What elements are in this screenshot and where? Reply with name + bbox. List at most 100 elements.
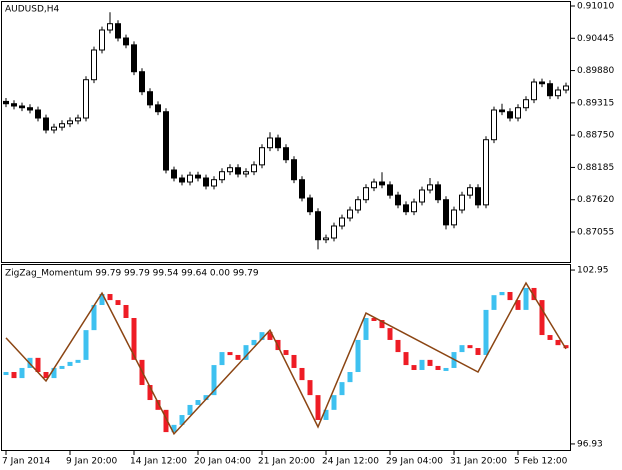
candle-body (459, 194, 465, 211)
candle-body (387, 184, 393, 196)
candle-body (259, 147, 265, 166)
momentum-bar (467, 345, 473, 349)
candle-body (507, 111, 513, 119)
candle-body (171, 169, 177, 179)
candle-body (315, 211, 321, 241)
momentum-bar (91, 304, 97, 331)
momentum-bar (347, 372, 353, 383)
candle-body (419, 189, 425, 203)
momentum-bar (227, 352, 233, 356)
candle-body (195, 174, 201, 179)
momentum-bar (419, 359, 425, 370)
momentum-bar (147, 385, 153, 401)
candle-body (3, 100, 9, 105)
momentum-bar (315, 395, 321, 420)
candle-body (371, 181, 377, 189)
candle-body (227, 167, 233, 173)
momentum-bar (379, 320, 385, 329)
price-panel-frame (1, 1, 571, 263)
candle-body (531, 81, 537, 101)
candle-body (187, 174, 193, 183)
x-tick-label: 7 Jan 2014 (2, 457, 50, 467)
y-tick-label: 0.91010 (577, 2, 614, 12)
momentum-bar (75, 359, 81, 363)
chart-title: AUDUSD,H4 (5, 5, 60, 15)
momentum-bar (43, 372, 49, 379)
momentum-bar (563, 345, 569, 349)
candle-body (299, 179, 305, 199)
momentum-bar (475, 348, 481, 355)
candle-body (27, 107, 33, 111)
momentum-bar (323, 409, 329, 420)
candle-body (59, 123, 65, 128)
momentum-bar (459, 345, 465, 353)
candle-body (243, 171, 249, 175)
y-tick-label: 96.93 (577, 439, 603, 449)
momentum-bar (371, 317, 377, 321)
momentum-bar (35, 357, 41, 373)
candle-body (67, 120, 73, 125)
candle-body (99, 29, 105, 51)
x-tick-label: 24 Jan 12:00 (322, 457, 379, 467)
candle-body (395, 194, 401, 206)
momentum-bar (395, 339, 401, 353)
y-tick-label: 0.87620 (577, 195, 614, 205)
momentum-bar (19, 367, 25, 379)
candle-body (107, 23, 113, 31)
candle-body (307, 197, 313, 213)
momentum-bar (403, 352, 409, 366)
momentum-bar (163, 409, 169, 433)
candle-body (331, 225, 337, 239)
candle-body (347, 209, 353, 219)
momentum-bar (51, 367, 57, 379)
momentum-bar (283, 350, 289, 355)
momentum-bar (243, 345, 249, 360)
x-tick-label: 14 Jan 12:00 (130, 457, 187, 467)
candle-body (275, 137, 281, 149)
candle-body (163, 111, 169, 171)
momentum-bar (387, 328, 393, 340)
candle-body (179, 177, 185, 183)
candle-body (283, 147, 289, 161)
candle-body (515, 107, 521, 119)
candle-body (467, 187, 473, 196)
momentum-bar (67, 361, 73, 366)
candle-body (219, 171, 225, 181)
candle-body (491, 109, 497, 141)
candle-body (563, 85, 569, 91)
candle-body (499, 109, 505, 113)
momentum-bar (547, 335, 553, 340)
momentum-bar (491, 295, 497, 310)
candle-body (363, 187, 369, 201)
candle-body (83, 79, 89, 119)
momentum-bar (267, 332, 273, 340)
candle-body (403, 204, 409, 213)
indicator-title: ZigZag_Momentum 99.79 99.79 99.54 99.64 … (5, 269, 259, 279)
momentum-bar (355, 339, 361, 373)
momentum-bar (219, 352, 225, 366)
candle-body (139, 71, 145, 93)
momentum-bar (483, 309, 489, 355)
y-tick-label: 0.90445 (577, 34, 614, 44)
candle-body (379, 181, 385, 186)
y-tick-label: 0.88185 (577, 163, 614, 173)
momentum-bar (539, 300, 545, 336)
x-tick-label: 20 Jan 04:00 (194, 457, 251, 467)
momentum-bar (507, 291, 513, 301)
candle-body (19, 105, 25, 109)
momentum-bar (171, 424, 177, 433)
candle-body (75, 117, 81, 122)
candle-body (203, 177, 209, 187)
candle-body (555, 89, 561, 97)
momentum-bar (499, 291, 505, 296)
candle-body (475, 187, 481, 206)
momentum-bar (203, 395, 209, 401)
y-tick-label: 0.89315 (577, 98, 614, 108)
momentum-bar (187, 404, 193, 416)
candle-body (427, 184, 433, 191)
momentum-bar (427, 359, 433, 366)
momentum-bar (235, 354, 241, 360)
x-tick-label: 21 Jan 20:00 (258, 457, 315, 467)
